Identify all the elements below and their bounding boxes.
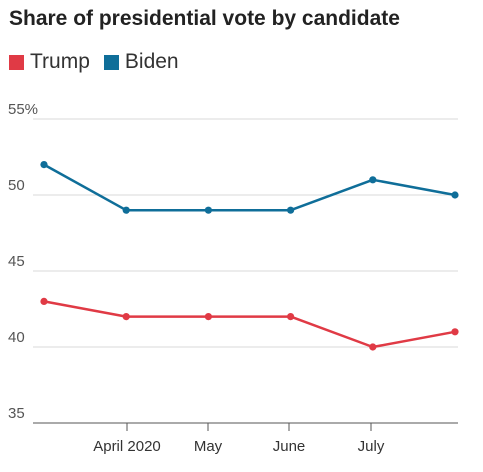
series-line-biden bbox=[42, 163, 457, 212]
data-point-trump bbox=[40, 297, 48, 305]
y-tick-label: 55% bbox=[8, 101, 38, 118]
data-point-biden bbox=[451, 191, 459, 199]
series-line-trump bbox=[42, 300, 457, 349]
legend-swatch-biden bbox=[103, 54, 119, 70]
x-tick-label: April 2020 bbox=[93, 438, 161, 455]
data-point-biden bbox=[369, 176, 377, 184]
data-point-trump bbox=[287, 313, 295, 321]
data-point-trump bbox=[204, 313, 212, 321]
y-tick-label: 40 bbox=[8, 329, 25, 346]
data-point-biden bbox=[204, 206, 212, 214]
y-tick-label: 45 bbox=[8, 253, 25, 270]
data-point-trump bbox=[122, 313, 130, 321]
x-tick-label: July bbox=[358, 438, 385, 455]
y-tick-label: 50 bbox=[8, 177, 25, 194]
legend-item-trump: Trump bbox=[9, 50, 90, 74]
legend-label-biden: Biden bbox=[124, 50, 179, 73]
data-point-biden bbox=[40, 161, 48, 169]
legend-swatch-trump bbox=[9, 54, 24, 70]
data-point-trump bbox=[451, 328, 459, 336]
x-tick-label: May bbox=[194, 438, 223, 455]
data-point-biden bbox=[122, 206, 130, 214]
data-point-trump bbox=[369, 343, 377, 351]
legend: Trump Biden bbox=[9, 50, 193, 74]
data-point-biden bbox=[287, 206, 295, 214]
y-tick-label: 35 bbox=[8, 405, 25, 422]
legend-label-trump: Trump bbox=[30, 50, 90, 73]
x-tick-label: June bbox=[273, 438, 306, 455]
legend-item-biden: Biden bbox=[103, 50, 179, 74]
chart-title: Share of presidential vote by candidate bbox=[9, 7, 400, 30]
